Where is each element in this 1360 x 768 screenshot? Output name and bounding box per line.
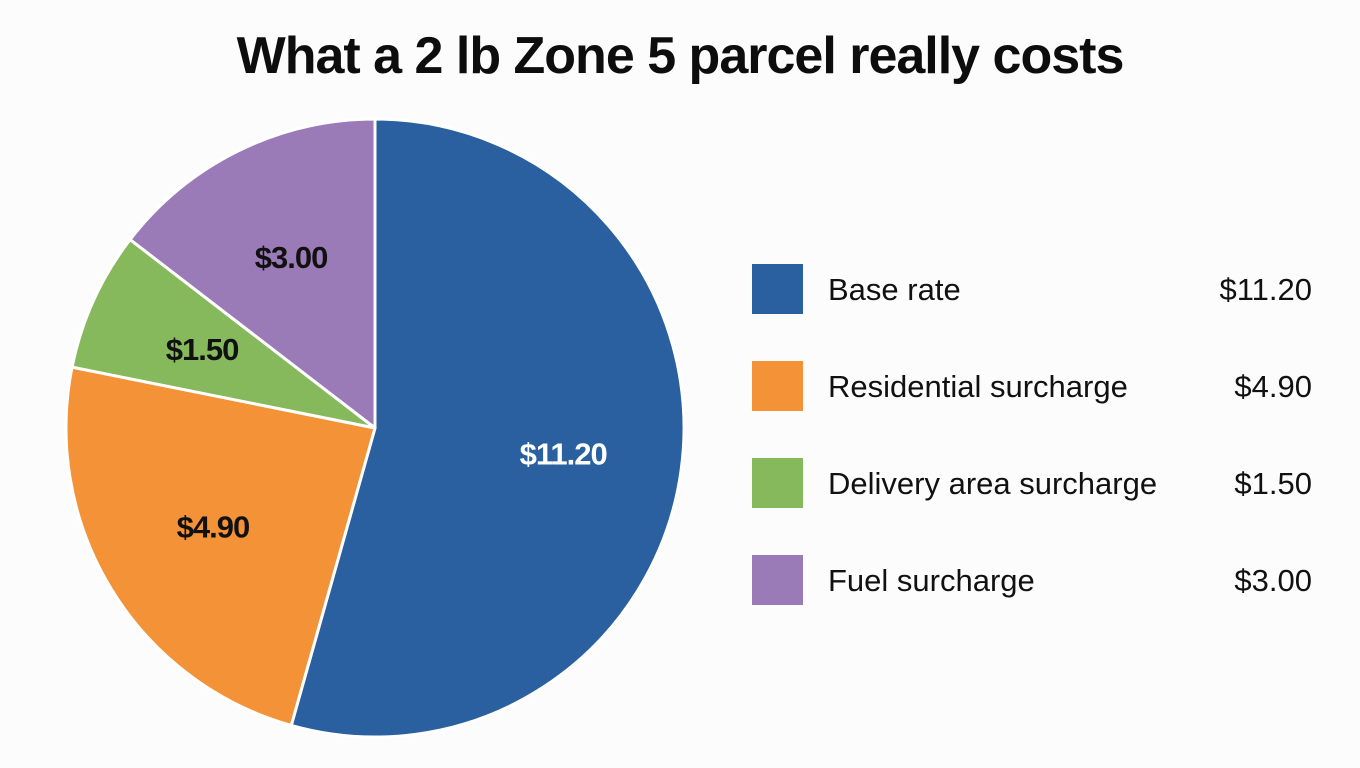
legend-item-base-rate: Base rate $11.20 (752, 264, 1322, 314)
slice-value-label-base-rate: $11.20 (520, 437, 607, 472)
slice-value-label-fuel-surcharge: $3.00 (255, 240, 328, 275)
legend-swatch (752, 361, 803, 411)
pie-slice-base-rate (289, 117, 686, 739)
pie-slice-delivery-area-surcharge (70, 238, 377, 430)
legend-swatch (752, 555, 803, 605)
legend-item-delivery-area-surcharge: Delivery area surcharge $1.50 (752, 458, 1322, 508)
legend-value: $4.90 (1234, 369, 1312, 404)
legend-label: Fuel surcharge (828, 563, 1035, 598)
legend-item-residential-surcharge: Residential surcharge $4.90 (752, 361, 1322, 411)
legend-label: Base rate (828, 272, 961, 307)
chart-title: What a 2 lb Zone 5 parcel really costs (236, 27, 1125, 85)
slice-value-label-residential-surcharge: $4.90 (177, 510, 250, 545)
pie-slice-residential-surcharge (64, 365, 377, 727)
legend-item-fuel-surcharge: Fuel surcharge $3.00 (752, 555, 1322, 605)
legend-value: $3.00 (1234, 563, 1312, 598)
legend-swatch (752, 458, 803, 508)
legend-label: Residential surcharge (828, 369, 1128, 404)
legend-value: $11.20 (1219, 272, 1312, 307)
legend-swatch (752, 264, 803, 314)
legend-label: Delivery area surcharge (828, 466, 1158, 501)
slice-value-label-delivery-area-surcharge: $1.50 (166, 332, 239, 367)
legend: Base rate $11.20 Residential surcharge $… (752, 264, 1322, 652)
legend-value: $1.50 (1234, 466, 1312, 501)
pie-slice-fuel-surcharge (128, 117, 377, 430)
